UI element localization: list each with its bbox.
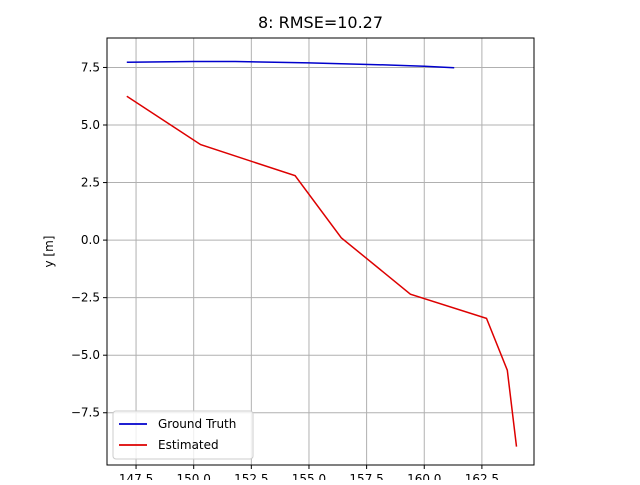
legend-label-ground-truth: Ground Truth — [158, 417, 236, 431]
chart-title: 8: RMSE=10.27 — [258, 13, 383, 32]
y-tick-label: −5.0 — [71, 348, 100, 362]
plot-frame — [106, 37, 535, 466]
y-tick-label: −2.5 — [71, 291, 100, 305]
legend: Ground Truth Estimated — [112, 410, 254, 460]
x-tick-label: 160.0 — [407, 472, 441, 480]
x-tick-label: 152.5 — [234, 472, 268, 480]
x-tick-label: 155.0 — [292, 472, 326, 480]
y-tick-label: −7.5 — [71, 406, 100, 420]
x-tick-label: 157.5 — [349, 472, 383, 480]
y-tick-label: 5.0 — [81, 118, 100, 132]
series-line-ground-truth — [126, 60, 455, 69]
x-tick-label: 150.0 — [177, 472, 211, 480]
y-tick-label: 2.5 — [81, 176, 100, 190]
x-tick-label: 147.5 — [119, 472, 153, 480]
y-tick-label: 7.5 — [81, 60, 100, 74]
y-tick-label: 0.0 — [81, 233, 100, 247]
series-line-estimated — [126, 95, 518, 447]
legend-box — [112, 410, 254, 460]
legend-label-estimated: Estimated — [158, 438, 219, 452]
x-tick-label: 162.5 — [465, 472, 499, 480]
y-axis-label: y [m] — [42, 236, 56, 268]
series-layer — [126, 60, 518, 447]
